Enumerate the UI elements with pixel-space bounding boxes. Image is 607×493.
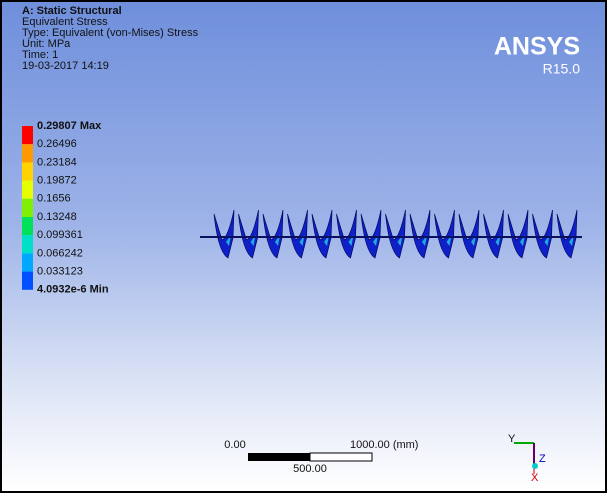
blade xyxy=(557,210,577,258)
legend-swatch xyxy=(22,126,33,144)
blade xyxy=(484,210,504,258)
blade xyxy=(263,210,283,258)
blade xyxy=(435,210,455,258)
axis-label: Y xyxy=(508,433,516,445)
logo: ANSYS xyxy=(494,33,580,61)
legend-label: 0.1656 xyxy=(37,193,71,205)
legend-swatch xyxy=(22,199,33,217)
scale-label: 1000.00 (mm) xyxy=(350,439,418,451)
scale-bar xyxy=(310,453,372,461)
blade xyxy=(410,210,430,258)
blade xyxy=(533,210,553,258)
legend-label: 4.0932e-6 Min xyxy=(37,284,109,296)
axis-label: X xyxy=(531,472,539,484)
legend-swatch xyxy=(22,144,33,162)
blade xyxy=(508,210,528,258)
legend-swatch xyxy=(22,272,33,290)
scale-bar xyxy=(248,453,310,461)
legend-label: 0.099361 xyxy=(37,229,83,241)
blade xyxy=(239,210,259,258)
legend-label: 0.26496 xyxy=(37,138,77,150)
legend-swatch xyxy=(22,181,33,199)
blade xyxy=(214,210,234,258)
viewport: A: Static Structural Equivalent Stress T… xyxy=(0,0,607,493)
legend-label: 0.033123 xyxy=(37,266,83,278)
legend-swatch xyxy=(22,217,33,235)
legend-label: 0.19872 xyxy=(37,175,77,187)
blade xyxy=(459,210,479,258)
legend-label: 0.29807 Max xyxy=(37,120,102,132)
triad-origin xyxy=(532,463,538,469)
legend-label: 0.066242 xyxy=(37,247,83,259)
scale-label: 500.00 xyxy=(293,463,327,475)
blade xyxy=(288,210,308,258)
blade xyxy=(337,210,357,258)
legend-swatch xyxy=(22,162,33,180)
header-line: 19-03-2017 14:19 xyxy=(22,60,109,72)
legend-label: 0.23184 xyxy=(37,156,77,168)
legend-swatch xyxy=(22,235,33,253)
logo-version: R15.0 xyxy=(543,61,581,77)
blade xyxy=(361,210,381,258)
axis-label: Z xyxy=(539,453,546,465)
scale-label: 0.00 xyxy=(224,439,245,451)
blade xyxy=(386,210,406,258)
blade xyxy=(312,210,332,258)
scene: A: Static Structural Equivalent Stress T… xyxy=(2,2,605,491)
legend-swatch xyxy=(22,253,33,271)
model xyxy=(214,210,577,258)
legend-label: 0.13248 xyxy=(37,211,77,223)
